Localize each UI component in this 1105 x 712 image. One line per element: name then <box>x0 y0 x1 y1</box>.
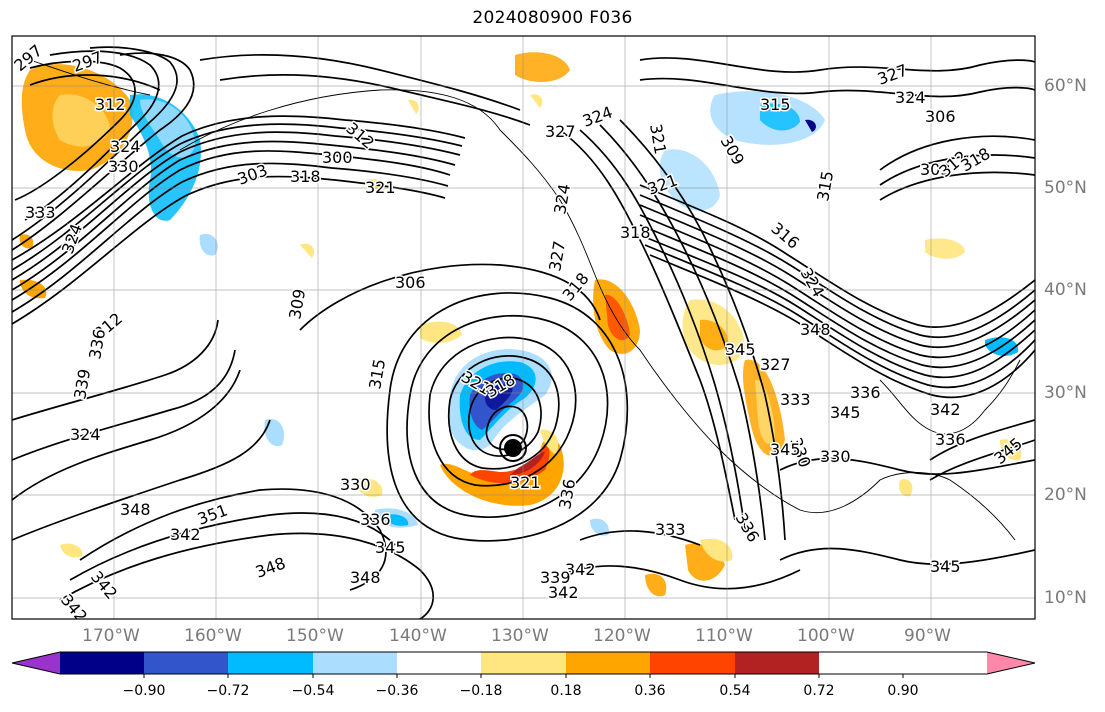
contour-label: 306 <box>395 273 426 292</box>
colorbar-tick-label: −0.90 <box>122 683 166 699</box>
lat-label-10n: 10°N <box>1044 588 1087 608</box>
map-panel: 297 2973123243303333243033003183213273243… <box>12 36 1035 619</box>
lon-label-150w: 150°W <box>286 626 344 646</box>
colorbar-tick-label: 0.36 <box>634 683 666 699</box>
contour-label: 345 <box>375 538 406 557</box>
contour-label: 339 <box>540 568 571 587</box>
lon-label-100w: 100°W <box>797 626 855 646</box>
lat-label-60n: 60°N <box>1044 76 1087 96</box>
contour-label: 306 <box>925 107 956 126</box>
contour-label: 336 <box>935 430 966 449</box>
contour-label: 342 <box>548 583 579 602</box>
lon-label-130w: 130°W <box>491 626 549 646</box>
lat-label-50n: 50°N <box>1044 178 1087 198</box>
map-title: 2024080900 F036 <box>472 8 633 28</box>
contour-label: 318 <box>290 167 321 186</box>
colorbar-segment <box>397 652 481 674</box>
contour-label: 336 <box>850 383 881 402</box>
contour-label: 324 <box>70 425 101 444</box>
contour-label: 327 <box>545 122 576 141</box>
colorbar-extend-max <box>987 652 1035 674</box>
colorbar-segment <box>60 652 144 674</box>
contour-label: 336 <box>360 510 391 529</box>
colorbar-tick-label: −0.18 <box>459 683 503 699</box>
lat-label-30n: 30°N <box>1044 383 1087 403</box>
gridlines <box>12 36 1035 619</box>
contour-label: 348 <box>120 500 151 519</box>
contour-label: 348 <box>350 568 381 587</box>
contour-label: 345 <box>930 557 961 576</box>
colorbar-tick-label: 0.90 <box>887 683 919 699</box>
contour-label: 330 <box>340 475 371 494</box>
contour-label: 330 <box>820 447 851 466</box>
contour-label: 333 <box>780 390 811 409</box>
contour-label: 342 <box>565 560 596 579</box>
contour-label: 303 <box>920 160 951 179</box>
contour-label: 321 <box>365 178 396 197</box>
lon-label-110w: 110°W <box>695 626 753 646</box>
lon-label-160w: 160°W <box>184 626 242 646</box>
contour-label: 330 <box>108 157 139 176</box>
lon-label-140w: 140°W <box>389 626 447 646</box>
colorbar-outline <box>11 651 1036 675</box>
colorbar-tick-label: −0.54 <box>291 683 335 699</box>
colorbar-segment <box>313 652 397 674</box>
coastlines <box>29 59 1021 541</box>
contour-label: 324 <box>895 88 926 107</box>
lat-label-40n: 40°N <box>1044 280 1087 300</box>
colorbar-segment <box>735 652 819 674</box>
contour-label: 312 <box>95 95 126 114</box>
contour-label: 345 <box>830 403 861 422</box>
colorbar-tick-label: −0.36 <box>375 683 419 699</box>
colorbar-segment <box>566 652 650 674</box>
contour-label: 345 <box>770 440 801 459</box>
hurricane-center-marker <box>499 434 527 462</box>
lat-label-20n: 20°N <box>1044 485 1087 505</box>
colorbar-tick-label: 0.18 <box>550 683 582 699</box>
lon-label-170w: 170°W <box>82 626 140 646</box>
shaded-anomalies <box>19 52 1022 597</box>
contour-label: 318 <box>620 223 651 242</box>
lon-label-90w: 90°W <box>904 626 951 646</box>
colorbar-segment <box>144 652 228 674</box>
colorbar-segment <box>481 652 566 674</box>
contour-label: 327 <box>760 355 791 374</box>
contour-label: 321 <box>510 473 541 492</box>
contour-label: 345 <box>725 340 756 359</box>
colorbar <box>11 651 1036 678</box>
lon-label-120w: 120°W <box>593 626 651 646</box>
contour-label: 333 <box>25 203 56 222</box>
contour-label: 342 <box>170 525 201 544</box>
contour-label: 324 <box>110 137 141 156</box>
colorbar-extend-min <box>12 652 60 674</box>
colorbar-tick-label: 0.72 <box>803 683 835 699</box>
warm-anomaly-storm <box>440 437 564 506</box>
contour-label: 342 <box>930 400 961 419</box>
colorbar-segment <box>228 652 313 674</box>
contour-label: 333 <box>655 520 686 539</box>
map-frame <box>11 35 1036 620</box>
contour-label: 300 <box>322 148 353 167</box>
contour-label: 348 <box>800 320 831 339</box>
contour-label: 315 <box>760 95 791 114</box>
colorbar-tick-label: −0.72 <box>206 683 250 699</box>
colorbar-tick-label: 0.54 <box>719 683 751 699</box>
colorbar-segment <box>650 652 735 674</box>
